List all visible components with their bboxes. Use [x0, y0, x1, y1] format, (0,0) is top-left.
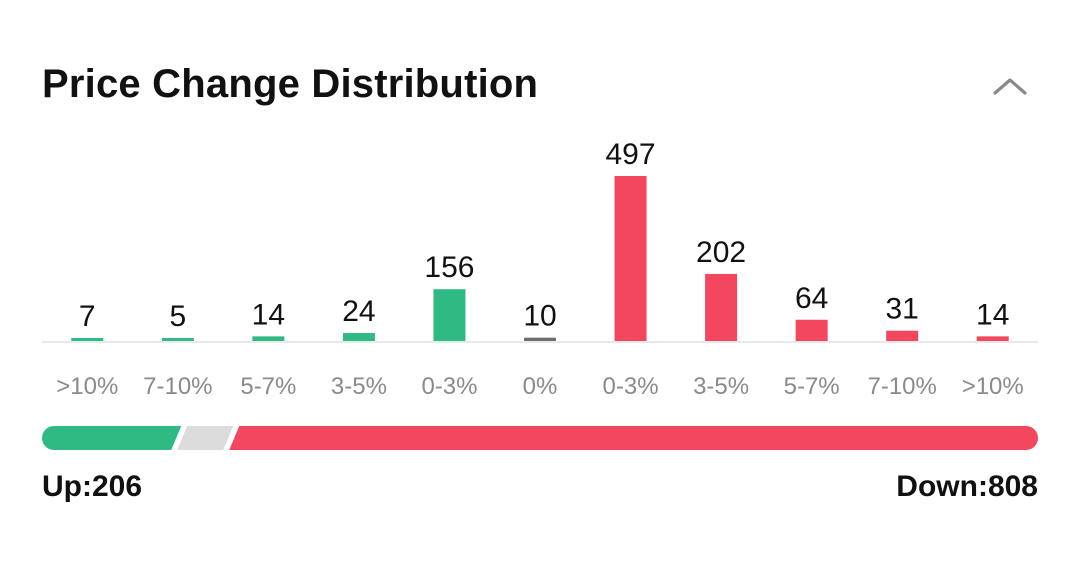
- bar-value-label: 7: [79, 300, 96, 333]
- bar-value-label: 497: [606, 138, 656, 171]
- category-label: 7-10%: [867, 373, 936, 400]
- bar-down-6: [614, 176, 647, 341]
- bar-down-10: [976, 336, 1009, 341]
- bar-value-label: 156: [424, 251, 474, 284]
- category-label: 5-7%: [240, 373, 296, 400]
- card-title: Price Change Distribution: [42, 62, 539, 106]
- ratio-segment-down: [229, 426, 1038, 450]
- bar-flat-5: [524, 337, 556, 341]
- bar-value-label: 202: [696, 236, 746, 269]
- bar-up-1: [161, 338, 194, 341]
- distribution-bar-chart: 7 >10% 5 7-10% 14 5-7% 24 3-5% 156 0-3% 10 0% 497 0-3…: [42, 138, 1038, 400]
- bar-value-label: 5: [169, 300, 186, 333]
- bar-value-label: 14: [252, 298, 285, 331]
- bar-up-4: [433, 289, 466, 341]
- bar-down-9: [886, 330, 919, 341]
- category-label: 0-3%: [603, 373, 659, 400]
- bar-value-label: 24: [342, 295, 375, 328]
- category-label: 3-5%: [693, 373, 749, 400]
- category-label: 0%: [523, 373, 558, 400]
- chevron-up-icon: [993, 78, 1027, 95]
- down-count-label: Down:808: [896, 470, 1038, 503]
- bar-up-2: [252, 336, 285, 341]
- category-label: 0-3%: [421, 373, 477, 400]
- bar-value-label: 10: [523, 300, 556, 333]
- bar-down-7: [705, 273, 738, 341]
- ratio-segment-up: [42, 426, 182, 450]
- category-label: 3-5%: [331, 373, 387, 400]
- collapse-button[interactable]: [982, 62, 1038, 110]
- bar-up-0: [71, 338, 104, 341]
- category-label: 7-10%: [143, 373, 212, 400]
- category-label: >10%: [56, 373, 118, 400]
- bar-value-label: 31: [885, 293, 918, 326]
- up-count-label: Up:206: [42, 470, 143, 503]
- ratio-segment-flat: [177, 426, 234, 450]
- category-label: 5-7%: [784, 373, 840, 400]
- up-down-ratio-bar: [42, 426, 1038, 450]
- bar-value-label: 14: [976, 298, 1009, 331]
- bar-up-3: [342, 333, 375, 341]
- bar-value-label: 64: [795, 282, 828, 315]
- bar-down-8: [795, 319, 828, 341]
- category-label: >10%: [962, 373, 1024, 400]
